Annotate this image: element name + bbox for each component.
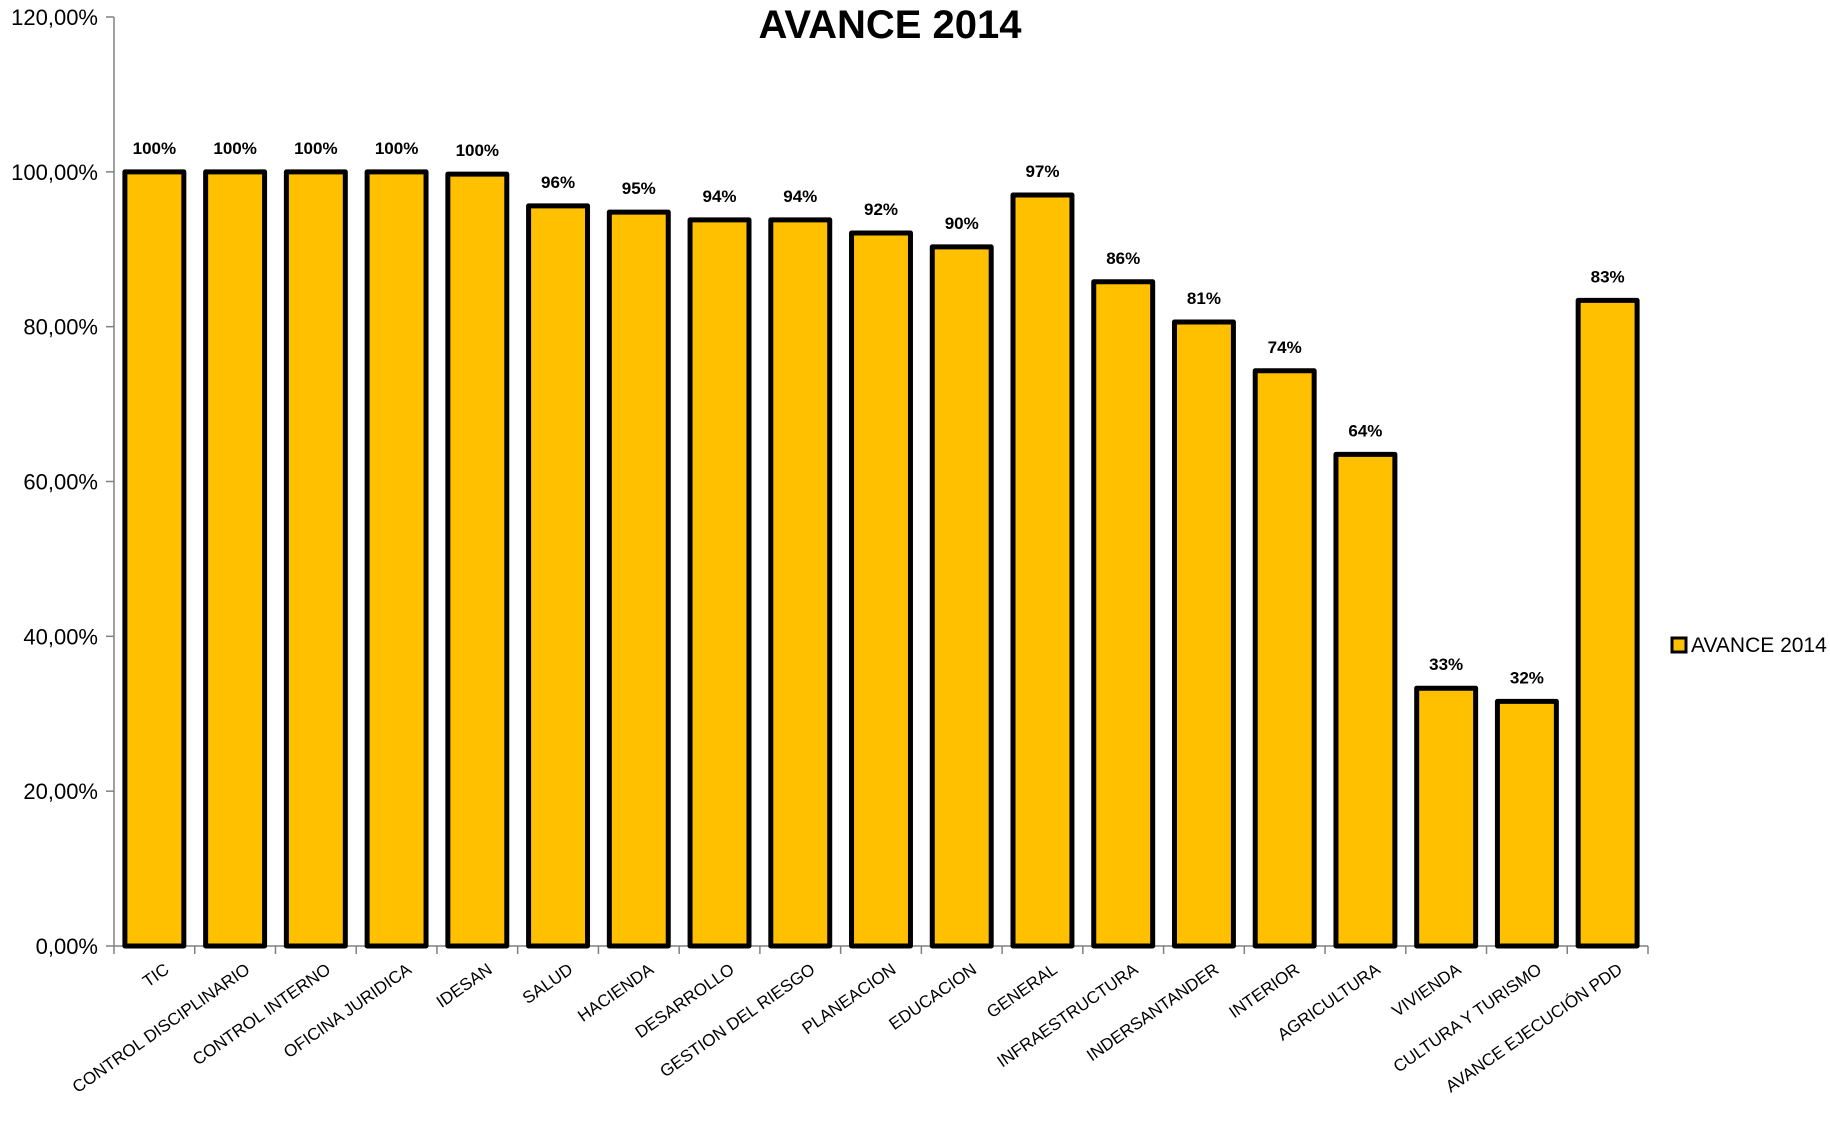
bar-value-label: 74% xyxy=(1268,338,1302,357)
bar-value-label: 64% xyxy=(1348,421,1382,440)
x-tick-label: CONTROL INTERNO xyxy=(189,960,334,1069)
bar-value-label: 96% xyxy=(541,173,575,192)
bar-value-label: 100% xyxy=(294,139,337,158)
data-labels: 100% 100% 100% 100% 100% 96% 95% 94% 94% 92% 90% 97… xyxy=(133,139,1625,688)
bar xyxy=(203,169,268,949)
x-tick-label: IDESAN xyxy=(433,960,496,1012)
bar xyxy=(364,169,429,949)
bar xyxy=(122,169,187,949)
bar xyxy=(1414,685,1479,949)
y-tick-label: 20,00% xyxy=(23,779,98,804)
y-tick-label: 40,00% xyxy=(23,624,98,649)
bar xyxy=(1252,368,1317,949)
y-tick-label: 80,00% xyxy=(23,315,98,340)
bar xyxy=(768,217,833,949)
legend-label: AVANCE 2014 xyxy=(1691,634,1827,657)
legend-swatch xyxy=(1670,636,1688,654)
bar-value-label: 94% xyxy=(783,187,817,206)
bar-value-label: 83% xyxy=(1591,267,1625,286)
bar-value-label: 32% xyxy=(1510,668,1544,687)
x-tick-label: EDUCACION xyxy=(886,960,980,1034)
bars xyxy=(122,169,1640,949)
x-tick-label: TIC xyxy=(139,960,172,991)
chart-title: AVANCE 2014 xyxy=(758,3,1022,47)
x-tick-label: GESTION DEL RIESGO xyxy=(657,960,819,1081)
bar xyxy=(1575,297,1640,949)
bar-value-label: 100% xyxy=(375,139,418,158)
bar-value-label: 90% xyxy=(945,214,979,233)
bar-value-label: 100% xyxy=(133,139,176,158)
bar xyxy=(687,217,752,949)
bar xyxy=(1494,698,1559,949)
x-tick-label: VIVIENDA xyxy=(1389,959,1465,1020)
y-axis: 0,00% 20,00% 40,00% 60,00% 80,00% 100,00% 120,… xyxy=(11,5,115,959)
y-tick-label: 60,00% xyxy=(23,470,98,495)
bar-value-label: 92% xyxy=(864,200,898,219)
legend: AVANCE 2014 xyxy=(1670,634,1827,657)
bar-value-label: 81% xyxy=(1187,289,1221,308)
y-tick-label: 100,00% xyxy=(11,160,98,185)
bar xyxy=(606,209,671,949)
x-tick-label: SALUD xyxy=(519,960,576,1008)
bar-value-label: 97% xyxy=(1025,162,1059,181)
bar xyxy=(1171,319,1236,949)
x-tick-label: GENERAL xyxy=(983,960,1060,1022)
y-tick-label: 0,00% xyxy=(36,934,98,959)
bar xyxy=(1091,279,1156,949)
x-tick-label: INDERSANTANDER xyxy=(1083,960,1222,1065)
x-tick-label: INTERIOR xyxy=(1226,960,1303,1022)
x-tick-label: HACIENDA xyxy=(574,959,657,1025)
bar xyxy=(929,244,994,949)
bar xyxy=(1333,451,1398,949)
bar-value-label: 86% xyxy=(1106,249,1140,268)
bar xyxy=(526,203,591,949)
bar xyxy=(445,171,510,949)
bar-value-label: 100% xyxy=(456,141,499,160)
bar xyxy=(849,230,913,949)
bar-value-label: 33% xyxy=(1429,655,1463,674)
x-tick-label: INFRAESTRUCTURA xyxy=(994,959,1142,1071)
bar-value-label: 94% xyxy=(703,187,737,206)
bar-value-label: 100% xyxy=(213,139,256,158)
y-tick-label: 120,00% xyxy=(11,5,98,30)
bar xyxy=(1010,192,1075,949)
bar xyxy=(283,169,348,949)
x-tick-label: CULTURA Y TURISMO xyxy=(1390,960,1545,1077)
bar-value-label: 95% xyxy=(622,179,656,198)
